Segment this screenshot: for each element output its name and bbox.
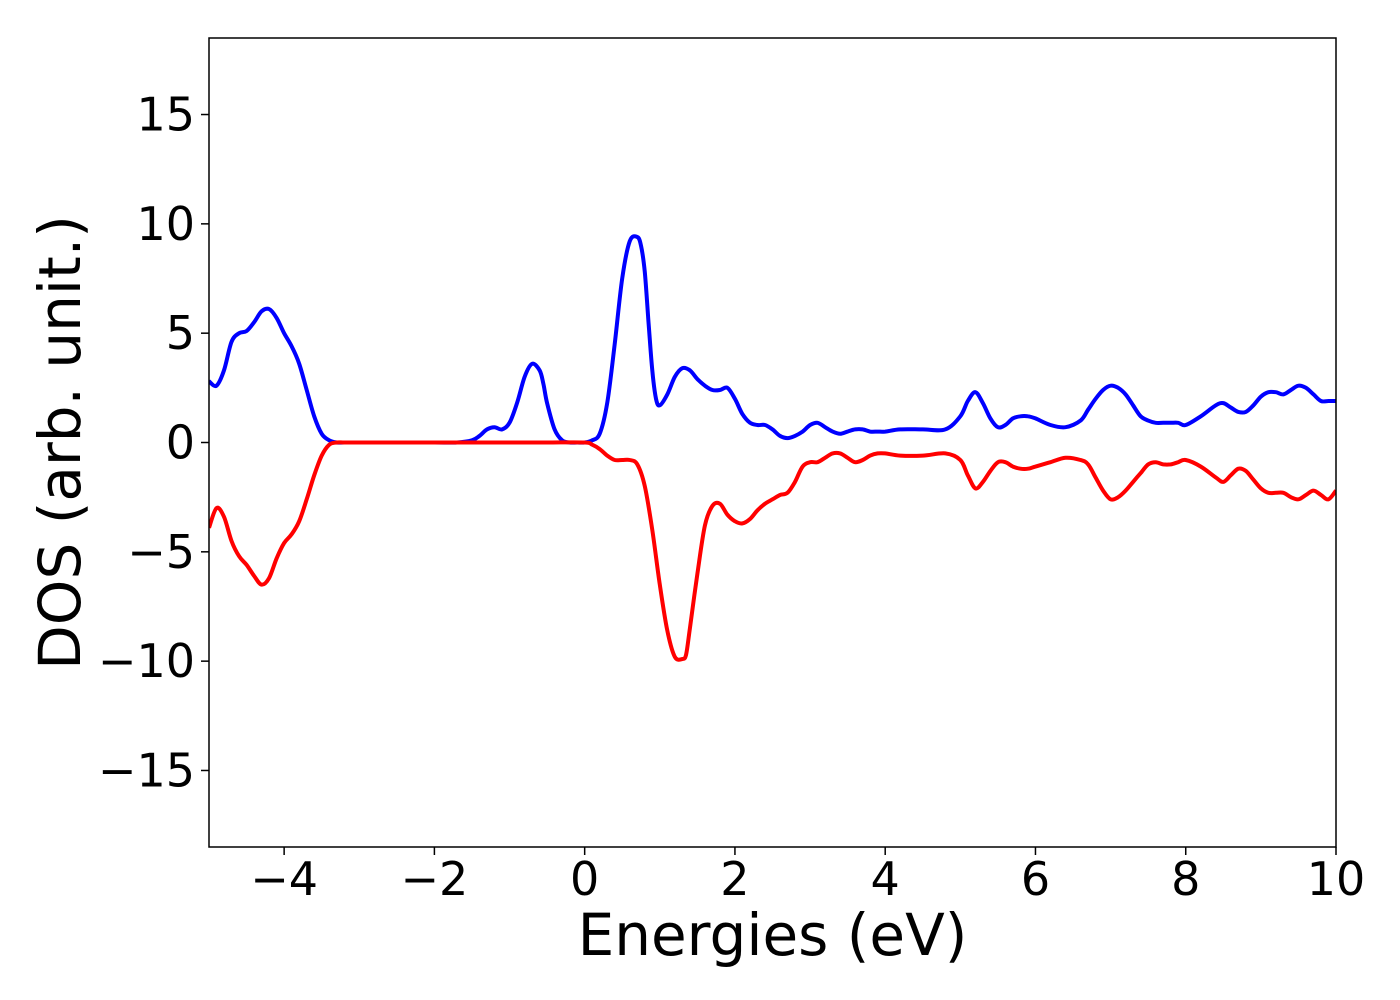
x-axis-label: Energies (eV) bbox=[578, 901, 968, 969]
y-tick-label: 0 bbox=[166, 416, 195, 470]
x-tick-label: −4 bbox=[250, 852, 318, 906]
ticks-layer: −4 −2 0 2 4 6 8 10 −15 −10 −5 0 5 10 15 bbox=[98, 88, 1365, 906]
x-tick-label: 10 bbox=[1307, 852, 1366, 906]
y-tick-label: 5 bbox=[166, 306, 195, 360]
y-tick-label: −5 bbox=[127, 525, 195, 579]
series-line-red bbox=[209, 440, 1336, 662]
x-tick-label: 6 bbox=[1021, 852, 1050, 906]
x-tick-label: −2 bbox=[400, 852, 468, 906]
x-tick-label: 2 bbox=[720, 852, 749, 906]
y-axis-label: DOS (arb. unit.) bbox=[26, 215, 94, 670]
y-tick-label: −15 bbox=[98, 743, 195, 797]
series-line-blue bbox=[209, 234, 1336, 445]
series-layer bbox=[209, 234, 1336, 662]
y-tick-label: −10 bbox=[98, 634, 195, 688]
y-tick-label: 10 bbox=[136, 197, 195, 251]
y-tick-label: 15 bbox=[136, 88, 195, 142]
x-tick-label: 0 bbox=[570, 852, 599, 906]
x-tick-label: 4 bbox=[871, 852, 900, 906]
x-tick-label: 8 bbox=[1171, 852, 1200, 906]
